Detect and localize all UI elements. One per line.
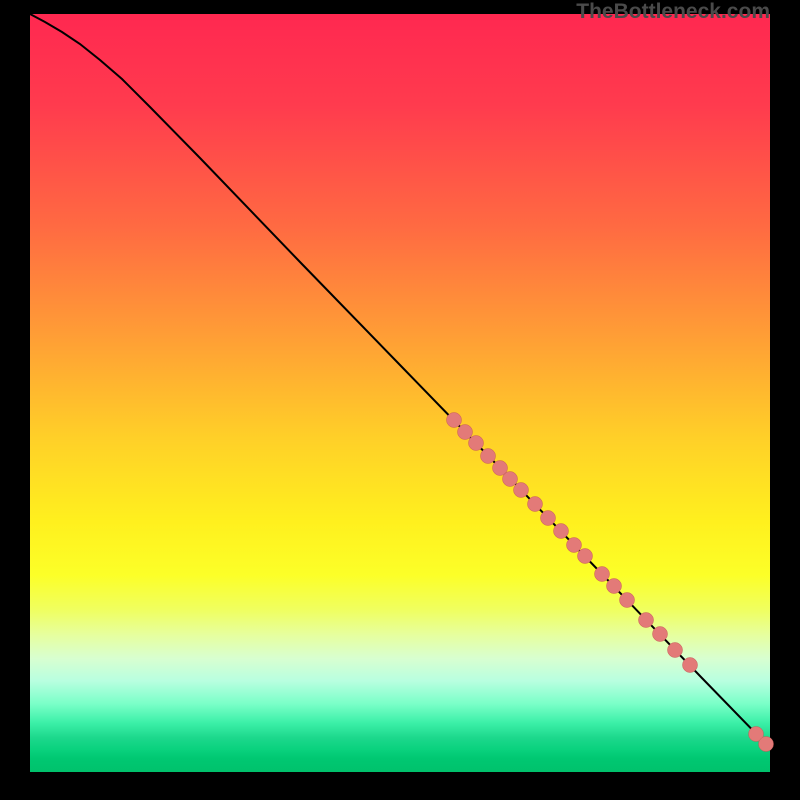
data-point-marker	[653, 627, 668, 642]
data-point-marker	[759, 737, 774, 752]
data-point-marker	[668, 643, 683, 658]
chart-overlay-svg	[0, 0, 800, 800]
data-point-marker	[514, 483, 529, 498]
data-point-marker	[447, 413, 462, 428]
data-point-marker	[469, 436, 484, 451]
data-point-marker	[554, 524, 569, 539]
chart-canvas: TheBottleneck.com	[0, 0, 800, 800]
data-point-marker	[683, 658, 698, 673]
data-point-marker	[578, 549, 593, 564]
watermark-text: TheBottleneck.com	[576, 0, 770, 24]
data-point-marker	[620, 593, 635, 608]
data-point-marker	[458, 425, 473, 440]
data-point-marker	[541, 511, 556, 526]
data-point-marker	[503, 472, 518, 487]
data-point-marker	[595, 567, 610, 582]
data-point-marker	[607, 579, 622, 594]
data-point-marker	[639, 613, 654, 628]
data-point-marker	[481, 449, 496, 464]
data-point-marker	[528, 497, 543, 512]
data-point-marker	[567, 538, 582, 553]
